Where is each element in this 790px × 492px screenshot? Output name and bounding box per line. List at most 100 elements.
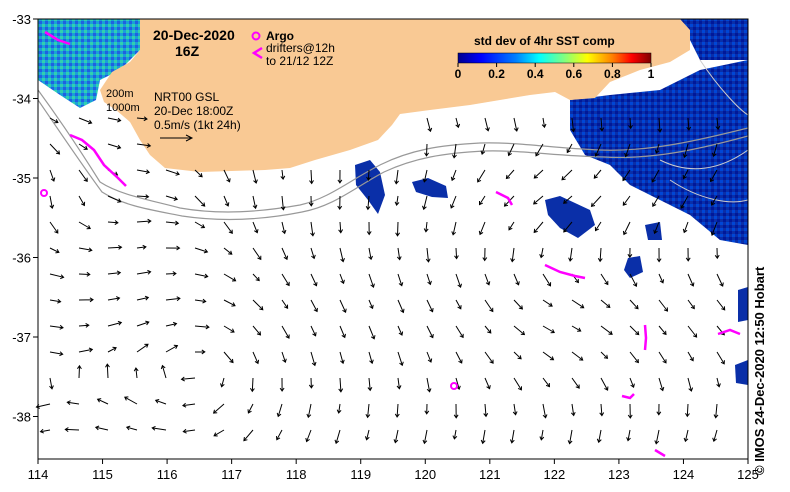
current-vector	[395, 221, 401, 237]
colorbar-title: std dev of 4hr SST comp	[474, 34, 615, 48]
current-vector	[596, 429, 602, 444]
current-vector	[243, 429, 254, 442]
current-vector	[654, 143, 660, 154]
current-vector	[339, 351, 345, 365]
colorbar-tick-label: 0.4	[527, 67, 544, 81]
current-vector	[212, 403, 225, 414]
current-vector	[338, 221, 344, 234]
current-vector	[627, 247, 633, 259]
current-vector	[452, 429, 458, 440]
current-vector	[533, 221, 544, 234]
current-vector	[49, 117, 59, 124]
current-vector	[310, 273, 318, 287]
current-vector	[656, 403, 662, 416]
current-vector	[107, 346, 117, 353]
y-axis-ticks: -33 -34 -35 -36 -37 -38	[12, 12, 38, 425]
current-vector	[568, 247, 573, 262]
current-vector	[542, 273, 552, 287]
isobath-label-1000m: 1000m	[106, 102, 140, 114]
current-vector	[136, 143, 152, 148]
current-vector	[712, 429, 718, 443]
current-vector	[107, 320, 123, 327]
current-vector	[280, 169, 286, 180]
current-vector	[165, 169, 180, 176]
current-vector	[600, 299, 611, 308]
current-vector	[594, 221, 602, 232]
current-vector	[711, 143, 718, 158]
current-vector	[716, 351, 725, 365]
current-vector	[683, 429, 689, 443]
current-vector	[394, 169, 399, 185]
current-vector	[513, 325, 526, 336]
current-vector	[281, 299, 289, 309]
current-vector	[367, 377, 373, 392]
current-vector	[652, 195, 660, 207]
current-vector	[454, 247, 459, 260]
current-vector	[49, 351, 64, 357]
current-vector	[394, 195, 400, 207]
current-vector	[194, 273, 209, 279]
current-vector	[709, 169, 718, 183]
current-vector	[136, 343, 149, 353]
sst-patch-east	[570, 60, 748, 245]
current-vector	[49, 298, 62, 304]
current-vector	[252, 325, 262, 336]
current-vector	[600, 325, 613, 335]
x-tick-label: 124	[673, 467, 695, 482]
current-vector	[715, 117, 721, 131]
current-vector	[716, 273, 724, 287]
current-vector	[337, 195, 343, 211]
current-vector	[309, 169, 314, 185]
current-vector	[165, 321, 178, 327]
current-vector	[49, 169, 56, 182]
current-vector	[656, 247, 662, 263]
current-vector	[339, 325, 346, 339]
sst-patch	[738, 287, 748, 322]
current-vector	[223, 299, 236, 307]
current-vector	[223, 273, 237, 282]
current-vector	[107, 195, 122, 203]
current-vector	[223, 325, 235, 333]
current-vector	[397, 325, 404, 336]
current-vector	[507, 143, 515, 157]
current-vector	[479, 195, 486, 206]
current-vector	[600, 377, 609, 391]
current-vector	[651, 169, 660, 183]
current-vector	[133, 367, 139, 379]
current-vector	[252, 247, 262, 261]
current-vector	[279, 377, 285, 392]
current-vector	[484, 273, 491, 286]
current-vector	[194, 349, 206, 355]
current-vector	[136, 194, 150, 200]
current-vector	[49, 221, 59, 234]
current-vector	[223, 221, 233, 235]
current-vector	[484, 377, 491, 390]
current-vector	[194, 169, 203, 178]
current-vector	[710, 221, 718, 236]
current-vector	[49, 143, 61, 155]
current-vector	[542, 351, 555, 361]
colorbar-tick-label: 0.8	[604, 67, 621, 81]
current-vector	[160, 364, 167, 379]
current-vector	[629, 325, 640, 336]
current-vector	[539, 429, 545, 441]
x-tick-label: 117	[221, 467, 242, 482]
current-vector	[136, 295, 150, 301]
current-vector	[622, 169, 631, 182]
current-vector	[505, 169, 515, 180]
current-vector	[687, 351, 694, 362]
current-vector	[483, 403, 489, 418]
current-vector	[136, 116, 148, 122]
current-vector	[124, 396, 138, 405]
current-vector	[165, 344, 179, 353]
current-vector	[624, 143, 631, 158]
current-vector	[597, 247, 603, 263]
current-vector	[107, 117, 122, 123]
current-vector	[600, 351, 609, 359]
current-vector	[480, 143, 486, 155]
colorbar-tick-label: 0.6	[565, 67, 582, 81]
current-vector	[339, 273, 345, 285]
current-vector	[687, 325, 698, 338]
current-vector	[368, 325, 376, 340]
current-vector	[78, 271, 91, 277]
